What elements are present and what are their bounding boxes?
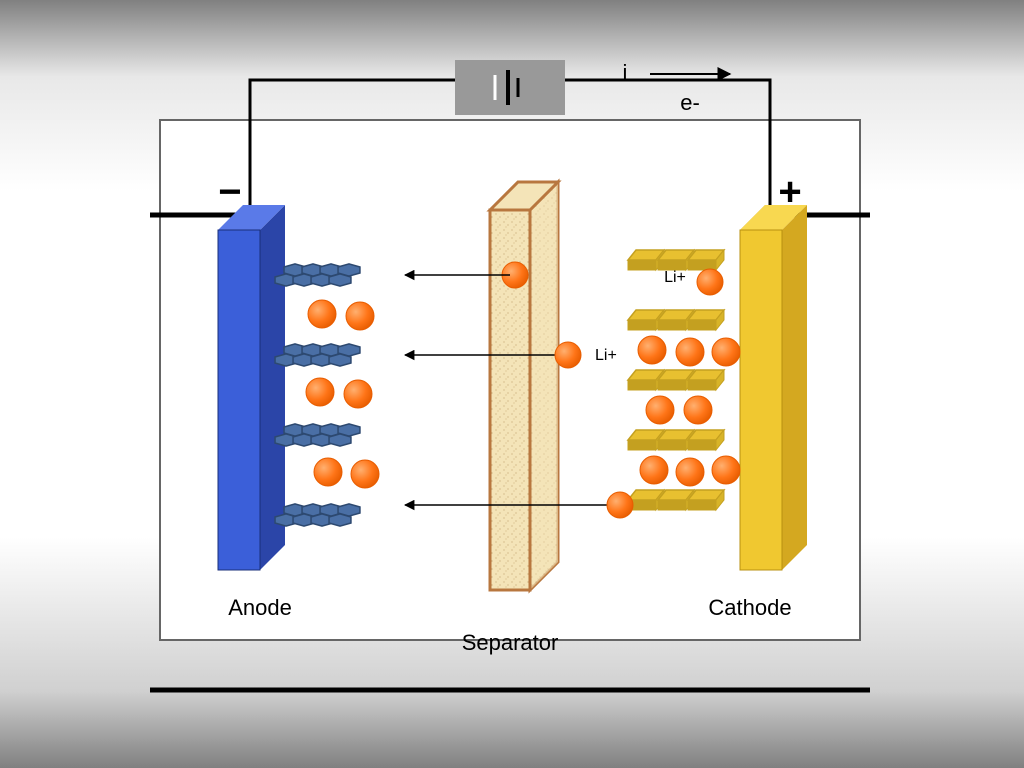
diagram-content: ie-−+Li+Li+AnodeSeparatorCathode: [150, 60, 870, 690]
cathode-label: Cathode: [708, 595, 791, 620]
svg-text:i: i: [623, 60, 628, 85]
svg-text:Li+: Li+: [664, 269, 686, 286]
svg-text:−: −: [218, 170, 241, 214]
battery-diagram: ie-−+Li+Li+AnodeSeparatorCathode: [150, 60, 870, 700]
anode-label: Anode: [228, 595, 292, 620]
svg-text:e-: e-: [680, 90, 700, 115]
diagram-svg: ie-−+Li+Li+AnodeSeparatorCathode: [150, 60, 870, 700]
separator-label: Separator: [462, 630, 559, 655]
svg-text:Li+: Li+: [595, 347, 617, 364]
